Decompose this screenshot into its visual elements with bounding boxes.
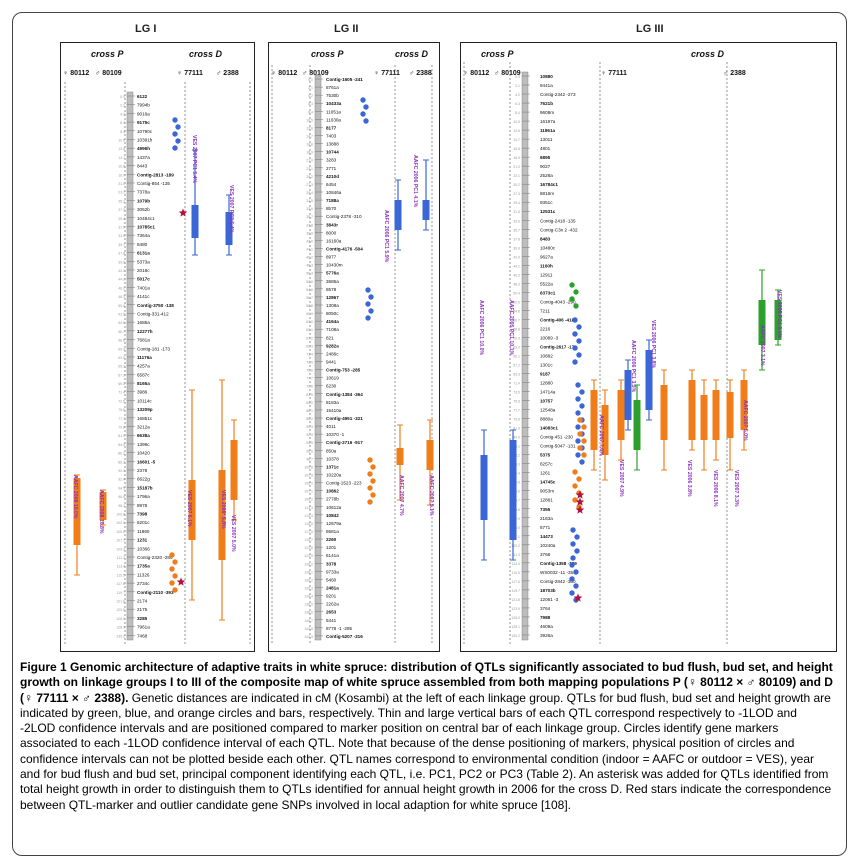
lg2-p-male: ♂ 80109 [302,70,329,77]
figure-caption: Figure 1 Genomic architecture of adaptiv… [20,660,835,813]
lg3-cross-d: cross D [691,49,725,59]
lg1-cross-d: cross D [189,49,223,59]
lg3-d-male: ♂ 2388 [723,70,746,77]
caption-title: Figure 1 Genomic architecture of adaptiv… [20,660,833,705]
lg3-d-female: ♀ 77111 [601,70,627,77]
lg3-panel: cross P cross D ♀ 80112 ♂ 80109 ♀ 77111 … [460,42,837,652]
lg2-cross-p: cross P [311,49,344,59]
lg2-d-female: ♀ 77111 [374,70,400,77]
lg1-d-female: ♀ 77111 [177,70,203,77]
lg3-p-male: ♂ 80109 [494,70,521,77]
lg1-d-male: ♂ 2388 [216,70,239,77]
lg3-cross-p: cross P [481,49,514,59]
lg2-title: LG II [334,23,359,35]
lg3-title: LG III [636,23,664,35]
lg1-p-female: ♀ 80112 [63,70,90,77]
lg3-p-female: ♀ 80112 [463,70,490,77]
lg2-p-female: ♀ 80112 [271,70,298,77]
lg1-panel: cross P cross D ♀ 80112 ♂ 80109 ♀ 77111 … [60,42,255,652]
lg2-panel: cross P cross D ♀ 80112 ♂ 80109 ♀ 77111 … [268,42,440,652]
lg1-cross-p: cross P [91,49,124,59]
lg1-title: LG I [135,23,157,35]
lg2-d-male: ♂ 2388 [409,70,432,77]
lg2-cross-d: cross D [395,49,429,59]
caption-body: Genetic distances are indicated in cM (K… [20,690,832,812]
lg1-p-male: ♂ 80109 [95,70,122,77]
